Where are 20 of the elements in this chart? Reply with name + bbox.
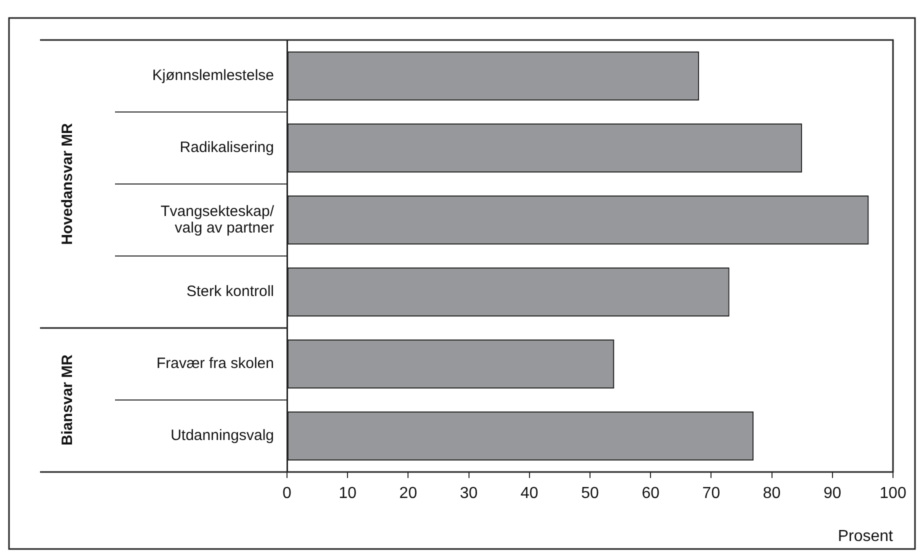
x-tick-label: 40 bbox=[520, 485, 538, 502]
y-tick-label: Utdanningsvalg bbox=[170, 427, 274, 444]
x-tick-label: 70 bbox=[702, 485, 720, 502]
y-tick-label: Fravær fra skolen bbox=[156, 355, 274, 372]
x-tick-label: 50 bbox=[581, 485, 599, 502]
x-tick-label: 90 bbox=[824, 485, 842, 502]
y-tick-label: Radikalisering bbox=[180, 139, 274, 156]
x-tick-label: 0 bbox=[282, 485, 292, 502]
x-tick-label: 60 bbox=[642, 485, 660, 502]
text: Hovedansvar MR bbox=[59, 122, 76, 245]
y-tick-label: Sterk kontroll bbox=[186, 283, 274, 300]
y-tick-label: Tvangsekteskap/ valg av partner bbox=[160, 202, 275, 236]
x-tick-label: 100 bbox=[880, 485, 906, 502]
x-tick-label: 80 bbox=[762, 485, 781, 502]
x-tick-label: 20 bbox=[399, 485, 418, 502]
x-axis-title: Prosent bbox=[838, 528, 894, 545]
y-tick-label: Kjønnslemlestelse bbox=[152, 67, 274, 84]
x-tick-label: 30 bbox=[460, 485, 478, 502]
x-tick-label: 10 bbox=[338, 485, 357, 502]
text: Biansvar MR bbox=[59, 354, 76, 446]
